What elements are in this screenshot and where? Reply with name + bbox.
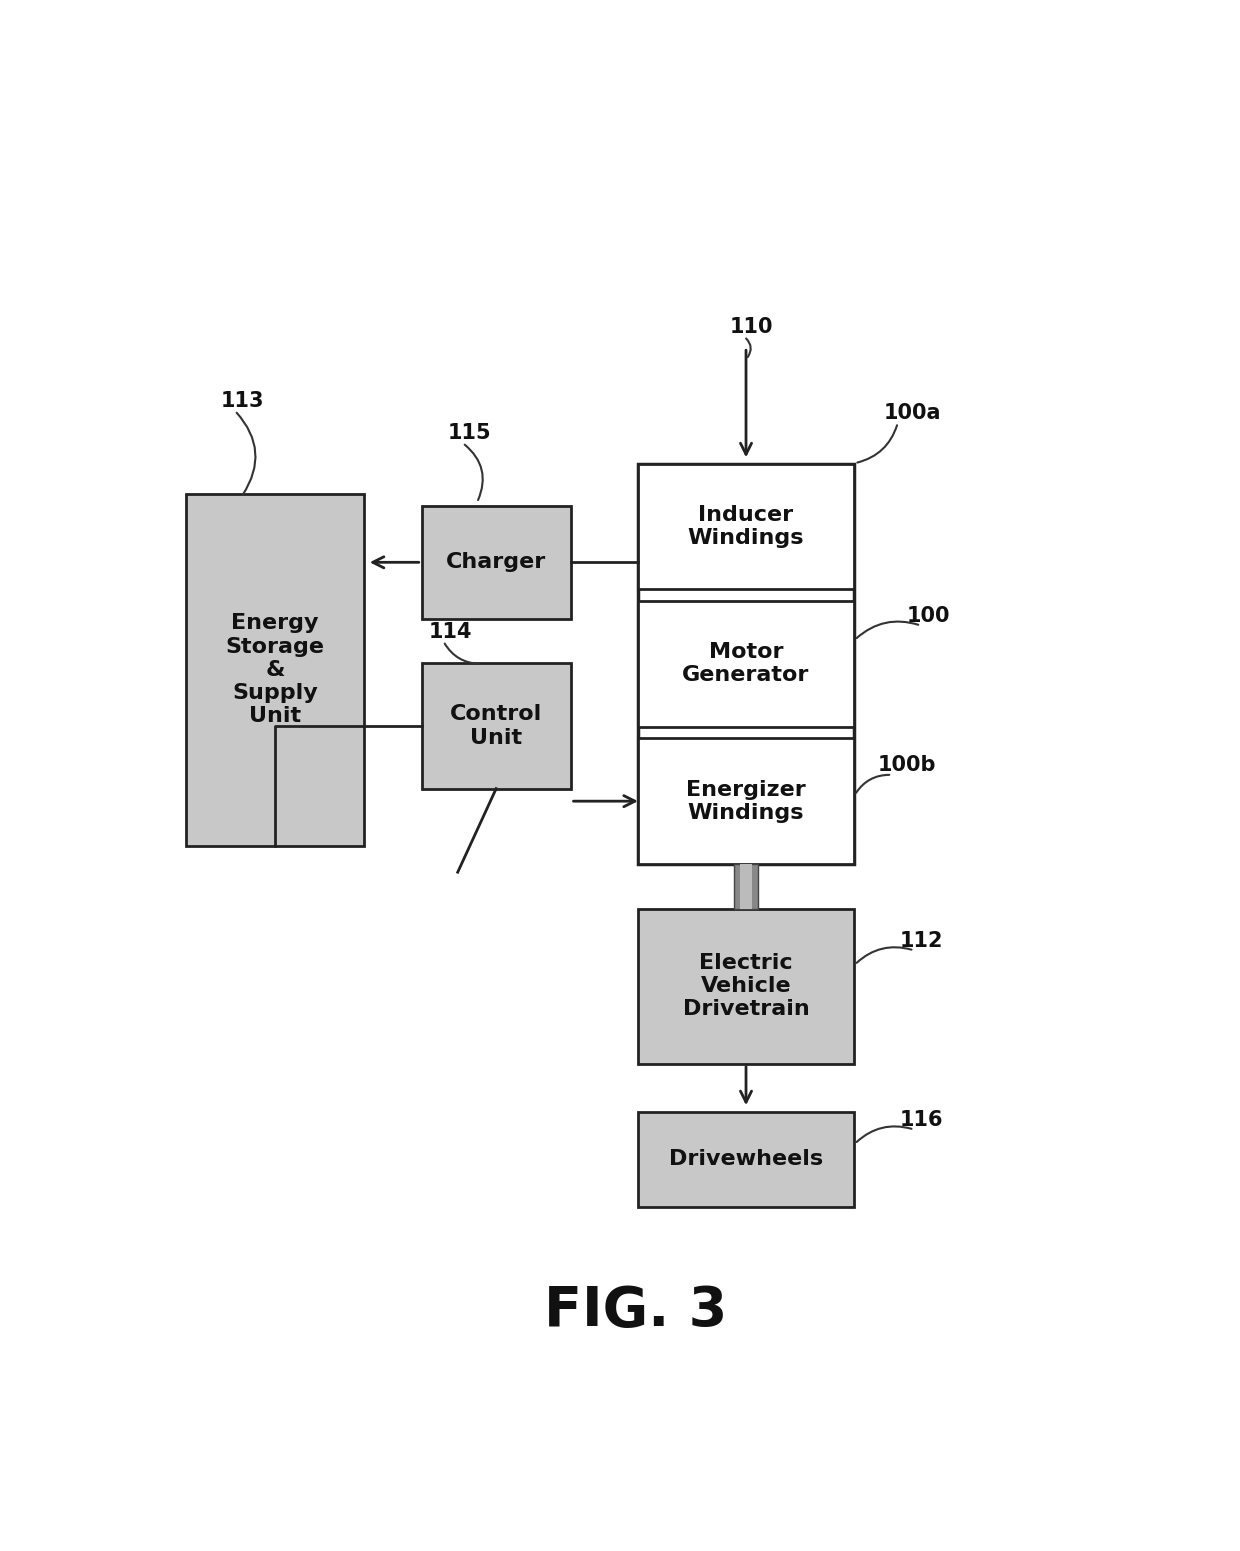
Bar — [637, 464, 854, 589]
Text: 100b: 100b — [878, 755, 936, 776]
Text: 100a: 100a — [883, 403, 941, 423]
Text: 110: 110 — [729, 316, 774, 337]
Bar — [637, 909, 854, 1064]
Bar — [637, 738, 854, 864]
Text: 112: 112 — [900, 931, 944, 951]
Text: FIG. 3: FIG. 3 — [544, 1284, 727, 1339]
Text: Drivewheels: Drivewheels — [668, 1149, 823, 1169]
Bar — [637, 602, 854, 726]
Text: 113: 113 — [221, 391, 264, 411]
Bar — [186, 493, 365, 845]
Text: 114: 114 — [429, 622, 472, 642]
Text: 100: 100 — [906, 606, 950, 627]
Text: 115: 115 — [448, 423, 492, 444]
Text: Electric
Vehicle
Drivetrain: Electric Vehicle Drivetrain — [683, 952, 810, 1019]
Bar — [740, 864, 751, 909]
Bar — [422, 664, 570, 788]
Text: Charger: Charger — [446, 552, 547, 572]
Text: Control
Unit: Control Unit — [450, 704, 542, 748]
Text: Motor
Generator: Motor Generator — [682, 642, 810, 686]
Bar — [637, 464, 854, 864]
Text: 116: 116 — [900, 1111, 944, 1131]
Text: Energy
Storage
&
Supply
Unit: Energy Storage & Supply Unit — [226, 613, 325, 726]
Bar — [422, 506, 570, 619]
Bar — [637, 1112, 854, 1207]
Text: Energizer
Windings: Energizer Windings — [686, 780, 806, 822]
Text: Inducer
Windings: Inducer Windings — [688, 506, 805, 548]
Bar — [734, 864, 758, 909]
